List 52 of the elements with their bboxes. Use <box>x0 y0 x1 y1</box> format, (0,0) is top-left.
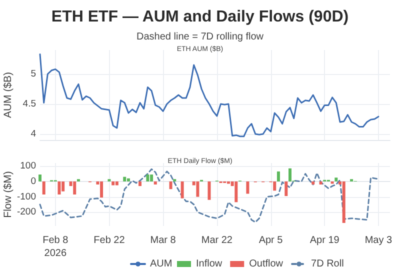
bar <box>62 181 65 192</box>
bar <box>180 181 184 198</box>
bar <box>126 178 130 182</box>
bar <box>58 181 61 194</box>
bar <box>276 171 280 182</box>
bar <box>42 181 46 194</box>
y-tick-label: 4.5 <box>22 98 36 110</box>
bar <box>115 181 118 186</box>
line-series <box>39 168 380 223</box>
bar <box>123 176 126 182</box>
bar <box>319 181 322 185</box>
bar <box>312 181 315 185</box>
x-tick-label: May 3 <box>364 235 393 246</box>
y-axis-title: Flow ($M) <box>2 171 14 218</box>
legend-label: Outflow <box>249 258 284 270</box>
x-tick-label: Mar 8 <box>150 235 176 246</box>
bar <box>284 181 288 196</box>
y-tick-label: 100 <box>20 160 36 172</box>
legend-label: Inflow <box>196 258 223 270</box>
x-tick-label: Apr 19 <box>310 235 340 246</box>
bar <box>38 174 42 182</box>
bar <box>246 181 250 194</box>
bar <box>73 181 76 194</box>
bar <box>138 181 142 186</box>
bar <box>234 181 238 202</box>
bar <box>112 181 115 186</box>
bar <box>169 181 172 190</box>
chart-title: ETH ETF — AUM and Daily Flows (90D) <box>51 8 349 26</box>
bar <box>334 178 338 182</box>
bar <box>150 174 154 182</box>
y-axis-title: AUM ($B) <box>2 72 14 118</box>
y-tick-label: 0 <box>30 176 36 187</box>
y-tick-label: -200 <box>16 206 36 218</box>
x-tick-label: Feb 8 2026 <box>42 235 69 259</box>
y-tick-label: 5 <box>30 68 36 80</box>
line-series <box>39 53 380 138</box>
bar <box>273 181 276 191</box>
bar <box>288 168 292 182</box>
y-tick-label: -100 <box>16 191 36 202</box>
legend-label: AUM <box>150 258 172 270</box>
bar <box>196 181 200 197</box>
chart-subtitle: Dashed line = 7D rolling flow <box>136 32 264 42</box>
x-tick-label: Apr 5 <box>258 235 284 246</box>
y-tick-label: 4 <box>30 128 36 140</box>
x-tick-label: Mar 22 <box>201 235 233 246</box>
bar <box>342 181 346 223</box>
bar <box>154 181 157 185</box>
bar <box>146 174 150 182</box>
bar <box>100 181 104 198</box>
bar <box>208 181 211 200</box>
x-tick-label: Feb 22 <box>94 235 126 246</box>
legend-label: 7D Roll <box>311 258 344 270</box>
